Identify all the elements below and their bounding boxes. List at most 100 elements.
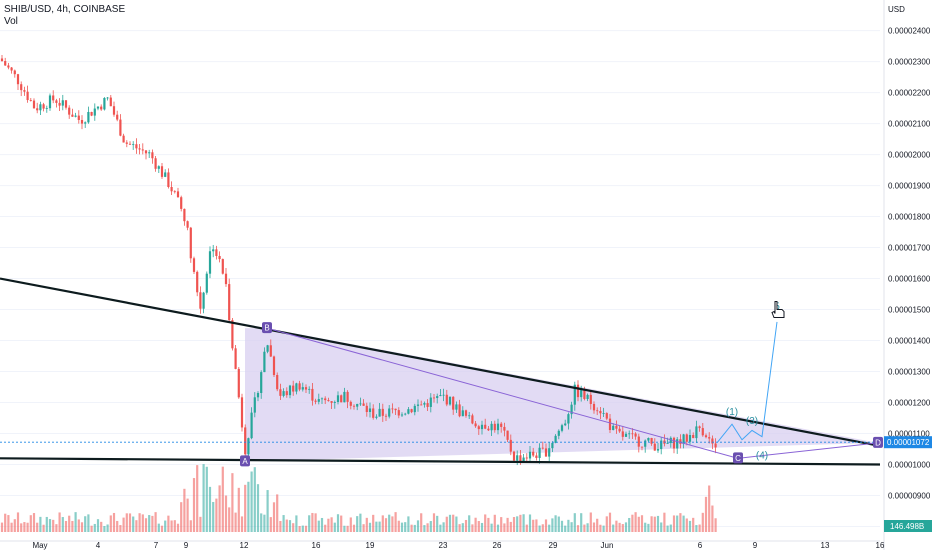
volume-bar [260, 513, 263, 532]
wave-label: (1) [726, 407, 738, 418]
candle-body [423, 403, 426, 405]
candle-body [317, 399, 320, 402]
candle-body [714, 443, 717, 448]
volume-bar [244, 484, 247, 532]
volume-bar [186, 498, 189, 532]
volume-bar [365, 517, 368, 532]
volume-bar [576, 525, 580, 532]
volume-bar [384, 518, 388, 532]
candle-body [448, 396, 452, 405]
candle-body [394, 408, 397, 411]
candle-body [474, 423, 477, 427]
candle-body [567, 414, 570, 424]
candle-body [404, 413, 407, 415]
candle-body [93, 108, 96, 116]
price-tick-label: 0.00002100 [888, 120, 931, 129]
volume-bar [167, 515, 170, 532]
candle-body [279, 389, 282, 396]
volume-bar [234, 512, 237, 532]
price-axis: 0.00002400 0.00002300 0.00002200 0.00002100… [883, 0, 932, 550]
candle-body [388, 408, 391, 417]
candle-body [599, 410, 602, 414]
candle-body [250, 412, 253, 439]
candle-body [554, 435, 557, 443]
pattern-point-C: C [733, 452, 743, 464]
volume-bar [122, 517, 125, 532]
volume-bar [554, 515, 557, 532]
volume-bar [455, 516, 458, 532]
candle-body [420, 404, 423, 406]
volume-bar [317, 520, 320, 532]
candle-body [218, 255, 221, 260]
volume-bar [96, 519, 100, 532]
candle-body [311, 388, 314, 401]
volume-bar [381, 515, 384, 532]
candle-body [541, 447, 544, 449]
volume-bar [592, 522, 596, 532]
volume-bar [631, 514, 634, 532]
volume-bar [173, 520, 176, 532]
volume-bar [468, 515, 471, 532]
volume-bar [506, 517, 509, 532]
candle-body [647, 437, 650, 441]
candle-body [132, 144, 135, 146]
volume-bar [4, 513, 7, 532]
candle-body [52, 95, 55, 101]
volume-bar [157, 523, 160, 532]
volume-bar [608, 512, 612, 532]
candle-body [365, 405, 368, 413]
volume-bar [452, 514, 455, 532]
volume-bar [183, 488, 186, 532]
volume-bar [637, 516, 640, 532]
volume-bar [394, 512, 397, 532]
volume-bar [288, 520, 292, 532]
candle-body [212, 249, 215, 252]
pattern-point-B: B [262, 322, 272, 334]
volume-bar [708, 485, 711, 532]
candle-body [400, 414, 404, 416]
candle-body [183, 208, 186, 222]
candle-body [308, 388, 311, 390]
volume-bar [535, 519, 538, 532]
candle-body [292, 385, 295, 392]
volume-bar [80, 522, 84, 532]
candle-body [666, 443, 669, 444]
volume-bar [336, 514, 340, 532]
candle-body [237, 368, 240, 398]
candle-body [621, 431, 624, 437]
volume-bar [711, 505, 714, 532]
volume-bar [663, 512, 666, 532]
volume-bar [634, 512, 637, 532]
trendline-lower [0, 457, 881, 466]
volume-bar [695, 525, 698, 532]
volume-bar [522, 514, 525, 532]
candle-body [320, 398, 324, 400]
candle-body [167, 172, 170, 188]
candle-body [228, 284, 231, 321]
candle-body [32, 100, 36, 109]
volume-bar [228, 507, 231, 532]
candle-body [442, 394, 445, 396]
candle-body [4, 61, 7, 66]
candle-body [573, 384, 576, 405]
candle-body [570, 404, 573, 415]
candle-body [410, 409, 413, 413]
volume-bar [397, 520, 400, 532]
volume-bar [269, 517, 272, 532]
volume-bar [180, 502, 183, 532]
volume-bar [666, 525, 669, 532]
wave-label: (4) [756, 450, 768, 461]
volume-bar [557, 516, 560, 532]
volume-bar [135, 520, 138, 532]
candle-body [484, 424, 487, 429]
volume-bar [138, 513, 141, 532]
candle-body [704, 435, 708, 438]
volume-bar [16, 512, 20, 532]
volume-bar [474, 517, 477, 532]
candle-body [445, 394, 448, 405]
pattern-label: D [875, 438, 881, 447]
time-tick-label: 9 [184, 541, 189, 550]
volume-bar [224, 495, 228, 532]
candlesticks [0, 55, 717, 466]
